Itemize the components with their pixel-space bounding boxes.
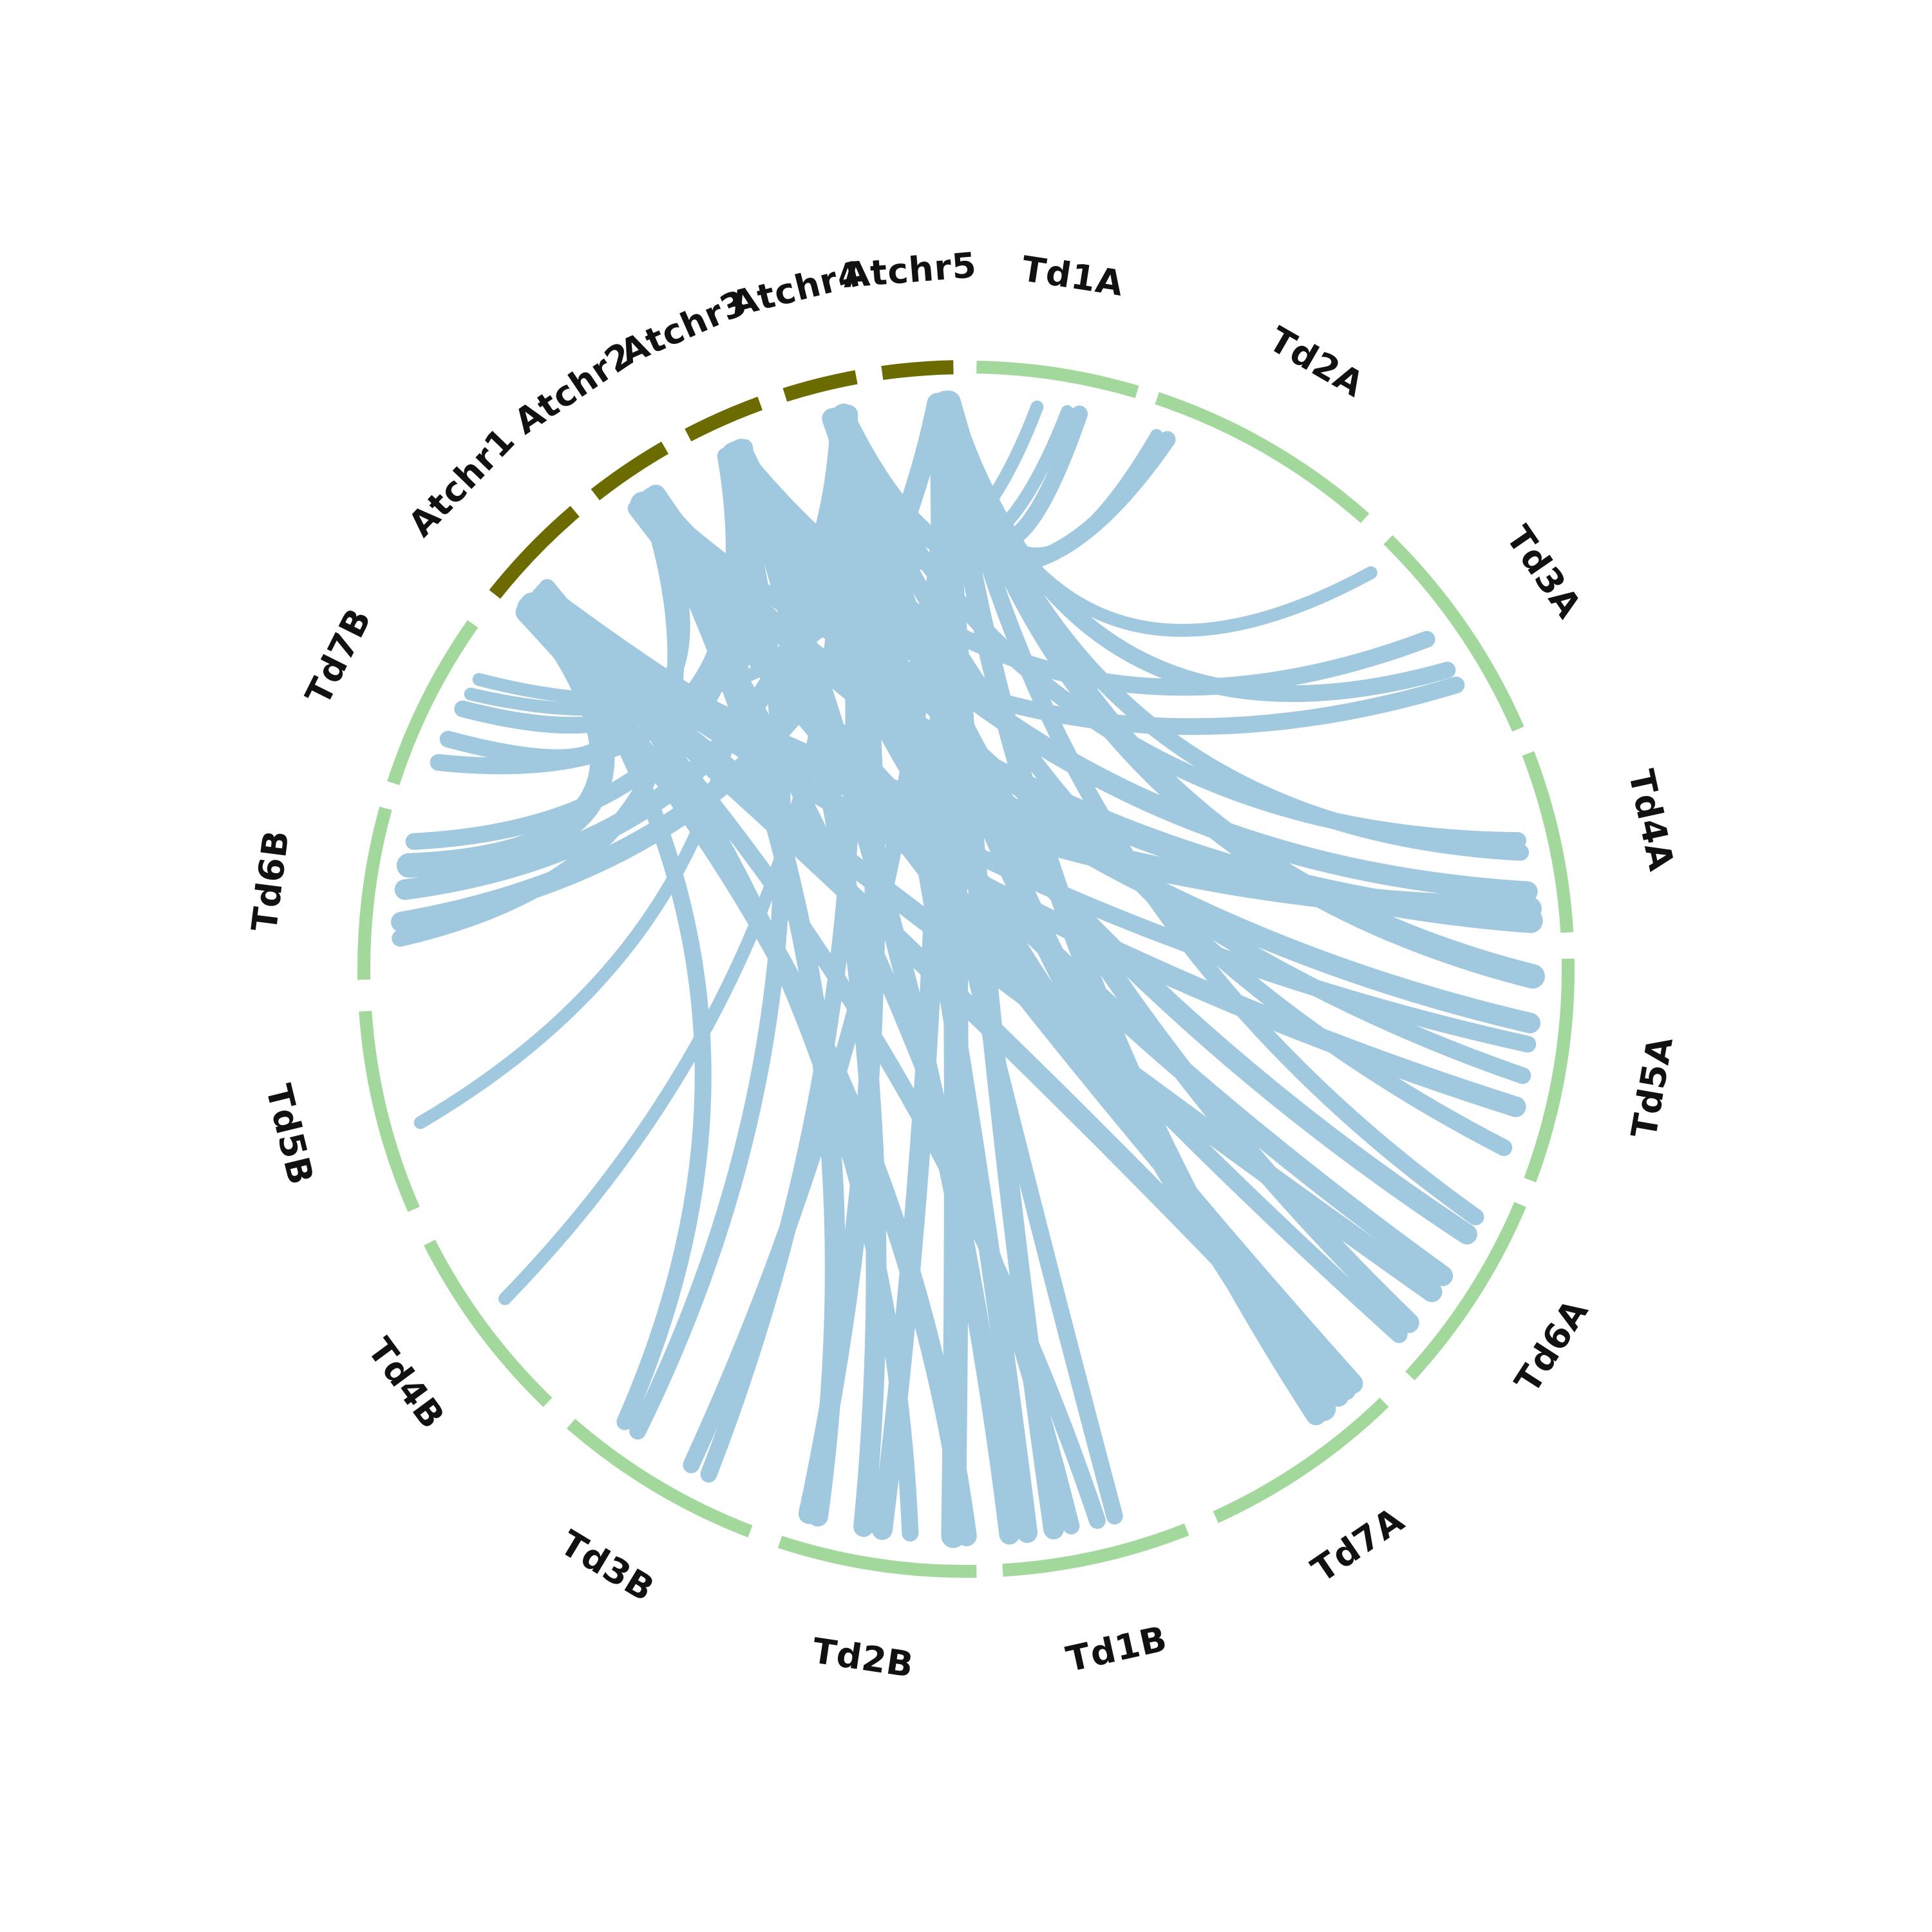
label-td3a: Td3A (1498, 518, 1589, 626)
label-td4a: Td4A (1620, 766, 1681, 875)
track-td2b (777, 1535, 977, 1578)
link-atchr4-td2a (837, 407, 1176, 574)
links-layer (391, 390, 1545, 1548)
label-td2b: Td2B (810, 1630, 916, 1685)
link-atchr1-td7b (439, 587, 621, 766)
track-td5b (359, 1010, 420, 1212)
link-atchr5-td6b (391, 393, 948, 933)
track-td4a (1522, 751, 1574, 933)
link-atchr1-td5a (535, 583, 1537, 1053)
label-td1a: Td1A (1019, 249, 1126, 304)
link-atchr1-td2b (538, 579, 919, 1542)
label-atchr1: Atchr1 (401, 420, 523, 545)
link-atchr4-td1b (834, 408, 1123, 1525)
link-atchr3-td1a (721, 400, 1044, 575)
track-td4b (423, 1239, 553, 1407)
track-td1b (1002, 1523, 1189, 1577)
label-td1b: Td1B (1063, 1618, 1171, 1680)
track-td6a (1405, 1202, 1526, 1381)
track-td7b (387, 620, 478, 786)
track-td6b (357, 806, 392, 980)
link-atchr4-td7b (464, 411, 844, 716)
track-atchr1 (489, 506, 580, 599)
link-atchr3-td7b (430, 448, 743, 775)
label-td7a: Td7A (1304, 1499, 1412, 1590)
track-atchr4 (782, 370, 858, 402)
label-td4b: Td4B (360, 1331, 453, 1437)
track-td5a (1524, 958, 1575, 1182)
track-atchr3 (685, 397, 762, 442)
link-atchr2-td7a (645, 484, 1363, 1394)
label-td6a: Td6A (1507, 1292, 1596, 1400)
track-td1a (976, 361, 1139, 399)
track-td7a (1213, 1397, 1389, 1523)
link-atchr2-td6a (627, 500, 1408, 1343)
link-atchr2-td3a (640, 491, 1465, 735)
tracks-layer (357, 360, 1575, 1578)
track-td3a (1383, 535, 1524, 732)
link-atchr3-td6b (405, 439, 758, 850)
label-td3b: Td3B (553, 1522, 661, 1609)
track-atchr5 (881, 360, 954, 380)
label-atchr5: Atchr5 (841, 245, 978, 296)
track-td2a (1155, 392, 1370, 524)
label-td5a: Td5A (1624, 1033, 1681, 1141)
track-atchr2 (591, 441, 669, 500)
label-td7b: Td7B (298, 601, 379, 711)
label-td5b: Td5B (258, 1081, 321, 1189)
link-atchr4-td6b (394, 404, 858, 900)
label-td2a: Td2A (1262, 319, 1371, 405)
label-td6b: Td6B (244, 828, 297, 934)
track-td3b (567, 1419, 753, 1538)
